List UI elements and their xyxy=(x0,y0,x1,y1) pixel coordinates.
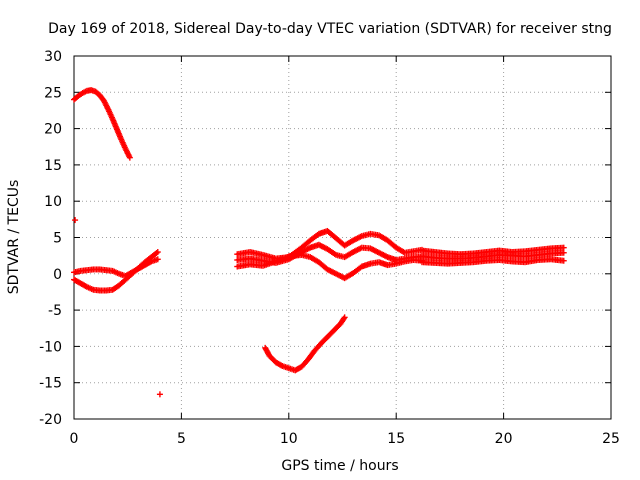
y-tick-label: 5 xyxy=(53,231,62,247)
x-tick-label: 10 xyxy=(280,431,298,447)
y-tick-label: 20 xyxy=(44,122,62,138)
grid xyxy=(74,56,611,419)
data-point-band-afternoon-middle xyxy=(560,249,567,256)
data-point-arc-negative-midday xyxy=(278,362,285,369)
x-tick-label: 5 xyxy=(177,431,186,447)
x-tick-label: 15 xyxy=(387,431,405,447)
chart-title: Day 169 of 2018, Sidereal Day-to-day VTE… xyxy=(48,21,612,37)
data-point-band-afternoon-lower xyxy=(560,257,567,264)
data-point-arc-dip-early xyxy=(153,250,160,257)
data-point-band-afternoon-upper xyxy=(560,244,567,251)
data-point-arc-negative-midday xyxy=(341,314,348,321)
x-tick-label: 20 xyxy=(495,431,513,447)
axis-ticks: 0 5 10 15 20 25 -20 -15 -10 -5 0 5 10 15 20 25 30 xyxy=(39,49,620,447)
data-point-isolated-minus16 xyxy=(156,391,163,398)
x-tick-label: 0 xyxy=(70,431,79,447)
data-point-arc-near-zero-early xyxy=(154,256,161,263)
data-point-arc-high-early xyxy=(126,154,133,161)
y-axis-label: SDTVAR / TECUs xyxy=(6,180,22,295)
y-tick-label: 0 xyxy=(53,267,62,283)
x-tick-label: 25 xyxy=(602,431,620,447)
y-tick-label: -20 xyxy=(39,412,62,428)
y-tick-label: 25 xyxy=(44,85,62,101)
x-axis-label: GPS time / hours xyxy=(281,458,398,474)
data-points xyxy=(71,87,567,398)
y-tick-label: 10 xyxy=(44,194,62,210)
y-tick-label: 15 xyxy=(44,158,62,174)
y-tick-label: -15 xyxy=(39,376,62,392)
y-tick-label: -5 xyxy=(48,303,62,319)
data-point-isolated-7 xyxy=(72,217,79,224)
y-tick-label: 30 xyxy=(44,49,62,65)
y-tick-label: -10 xyxy=(39,339,62,355)
data-point-arc-dip-early xyxy=(154,249,161,256)
